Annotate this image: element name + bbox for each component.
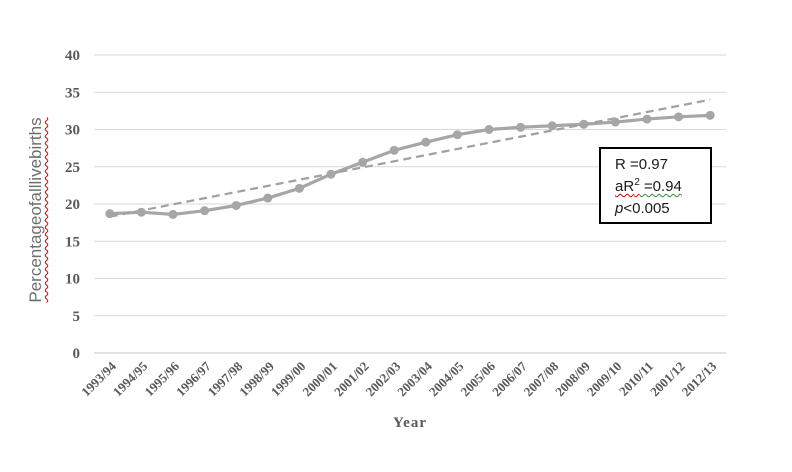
adjusted-r-value: =0.94	[639, 178, 682, 195]
series-marker	[105, 209, 115, 219]
y-tick-label: 5	[73, 309, 81, 325]
series-marker	[421, 137, 431, 147]
y-tick-label: 20	[65, 197, 80, 213]
x-axis-title: Year	[393, 415, 427, 431]
series-marker	[705, 110, 715, 120]
stats-line-ar2: aR2 =0.94	[615, 176, 710, 198]
series-marker	[358, 157, 368, 167]
series-marker	[610, 117, 620, 127]
y-tick-label: 0	[73, 346, 81, 362]
adjusted-r-label: aR2	[615, 177, 640, 196]
p-symbol: p	[615, 200, 624, 217]
series-marker	[674, 112, 684, 122]
x-tick-label: 2009/10	[584, 359, 625, 400]
series-marker	[642, 114, 652, 124]
series-marker	[200, 206, 210, 216]
stats-line-p: p<0.005	[615, 198, 710, 220]
y-tick-label: 30	[65, 123, 80, 139]
series-marker	[136, 207, 146, 217]
x-tick-label: 2000/01	[299, 359, 340, 400]
trend-line	[109, 98, 711, 218]
y-tick-label: 40	[65, 48, 80, 64]
series-line	[108, 113, 712, 217]
series-marker	[231, 200, 241, 210]
y-axis-title: Percentageofalllivebirths	[26, 117, 45, 303]
series-marker	[294, 183, 304, 193]
y-tick-label: 10	[65, 272, 80, 288]
r-value: R =0.97	[615, 156, 668, 173]
x-tick-label: 2012/13	[679, 358, 720, 399]
series-marker	[547, 121, 557, 131]
p-value: <0.005	[623, 200, 670, 217]
series-marker	[516, 122, 526, 132]
y-tick-label: 25	[65, 160, 80, 176]
series-marker	[389, 145, 399, 155]
stats-line-r: R =0.97	[615, 154, 710, 176]
x-tick-label: 1999/00	[268, 359, 309, 400]
series-marker	[579, 119, 589, 129]
series-marker	[326, 169, 336, 179]
series-marker	[168, 209, 178, 219]
series-marker	[263, 193, 273, 203]
y-tick-label: 35	[65, 85, 80, 101]
x-tick-label: 2001/12	[647, 359, 688, 400]
series-marker	[484, 125, 494, 134]
x-tick-label: 2001/02	[331, 359, 372, 400]
superscript-2: 2	[634, 177, 640, 188]
y-tick-label: 15	[65, 234, 80, 250]
series-marker	[452, 130, 462, 140]
regression-stats-box: R =0.97 aR2 =0.94 p<0.005	[599, 147, 712, 224]
